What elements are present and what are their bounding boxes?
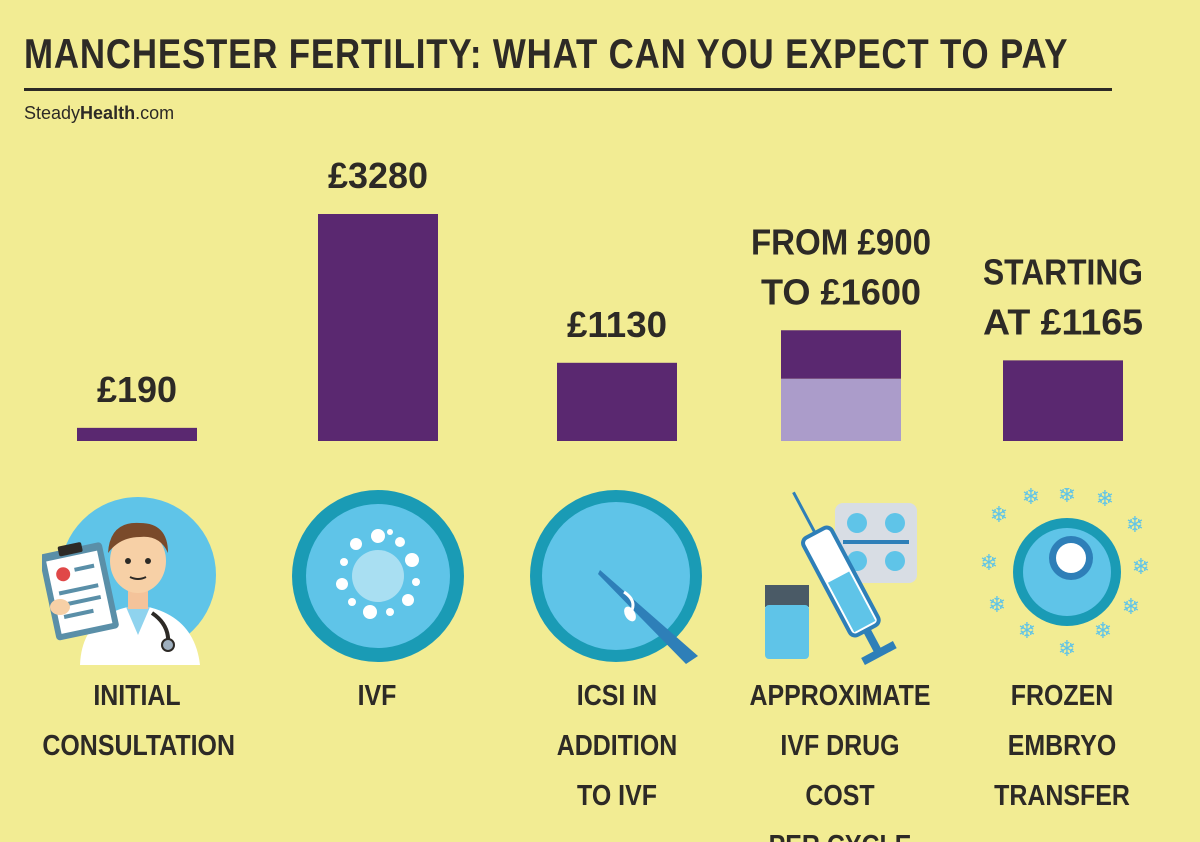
ivf-cell-icon bbox=[292, 490, 464, 662]
value-label-frozen-embryo-transfer-1: STARTING bbox=[983, 251, 1143, 292]
bar-ivf-drug-cost-high bbox=[781, 330, 901, 379]
category-label-icsi: ICSI IN ADDITION TO IVF bbox=[556, 680, 678, 812]
source-suffix: .com bbox=[135, 103, 175, 123]
svg-text:❄: ❄ bbox=[988, 593, 1006, 618]
bar-ivf-drug-cost-low bbox=[781, 378, 901, 441]
bar-ivf bbox=[318, 214, 438, 441]
value-label-ivf-drug-cost-2: TO £1600 bbox=[761, 271, 921, 312]
svg-text:❄: ❄ bbox=[990, 503, 1008, 528]
value-label-ivf: £3280 bbox=[328, 155, 428, 196]
bar-frozen-embryo-transfer bbox=[1003, 360, 1123, 441]
category-label-ivf-drug-cost: APPROXIMATE IVF DRUG COST PER CYCLE bbox=[749, 680, 931, 842]
page-title: MANCHESTER FERTILITY: WHAT CAN YOU EXPEC… bbox=[24, 30, 1069, 77]
syringe-pills-icon bbox=[765, 491, 917, 665]
svg-text:❄: ❄ bbox=[1018, 619, 1036, 644]
icsi-needle-icon bbox=[530, 490, 702, 664]
value-label-frozen-embryo-transfer-2: AT £1165 bbox=[983, 301, 1143, 342]
value-label-icsi: £1130 bbox=[567, 304, 667, 345]
svg-text:❄: ❄ bbox=[1058, 488, 1076, 508]
source-bold: Health bbox=[80, 103, 136, 123]
svg-text:❄: ❄ bbox=[1132, 555, 1150, 580]
svg-text:❄: ❄ bbox=[1096, 488, 1114, 512]
value-label-ivf-drug-cost-1: FROM £900 bbox=[751, 221, 931, 262]
svg-text:❄: ❄ bbox=[980, 551, 998, 576]
title-underline bbox=[24, 88, 1112, 91]
bar-icsi bbox=[557, 362, 677, 441]
source-prefix: Steady bbox=[24, 103, 81, 123]
svg-text:❄: ❄ bbox=[1126, 513, 1144, 538]
category-label-ivf: IVF bbox=[357, 680, 397, 712]
svg-text:❄: ❄ bbox=[1122, 595, 1140, 620]
svg-text:❄: ❄ bbox=[1058, 637, 1076, 662]
svg-text:❄: ❄ bbox=[1094, 619, 1112, 644]
category-label-initial-consultation: INITIAL CONSULTATION bbox=[42, 680, 235, 762]
value-label-initial-consultation: £190 bbox=[97, 369, 177, 410]
bar-initial-consultation bbox=[77, 427, 197, 441]
svg-text:❄: ❄ bbox=[1022, 488, 1040, 510]
source-credit: SteadyHealth.com bbox=[24, 103, 174, 124]
category-label-frozen-embryo-transfer: FROZEN EMBRYO TRANSFER bbox=[994, 680, 1130, 812]
frozen-embryo-icon: ❄ ❄ ❄ ❄ ❄ ❄ ❄ ❄ ❄ ❄ ❄ ❄ bbox=[980, 488, 1150, 662]
doctor-icon bbox=[42, 497, 216, 665]
